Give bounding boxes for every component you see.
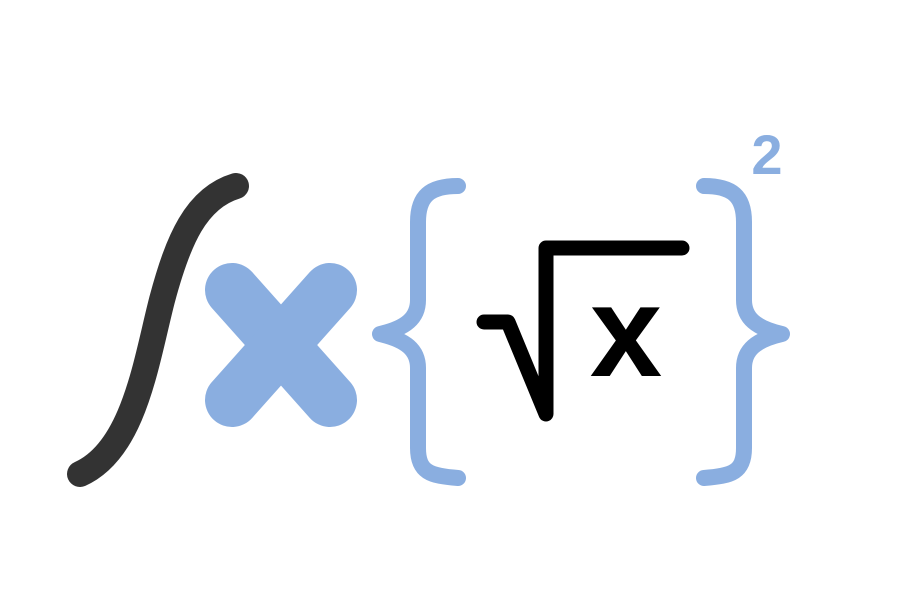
integral-sign-icon [67, 173, 249, 487]
square-root-radical-icon [476, 240, 690, 422]
inner-variable-x: x [590, 258, 662, 404]
right-curly-brace-icon [696, 178, 790, 486]
multiplication-cross-icon [205, 263, 357, 427]
left-curly-brace-icon [372, 178, 466, 486]
exponent-label: 2 [751, 123, 782, 186]
